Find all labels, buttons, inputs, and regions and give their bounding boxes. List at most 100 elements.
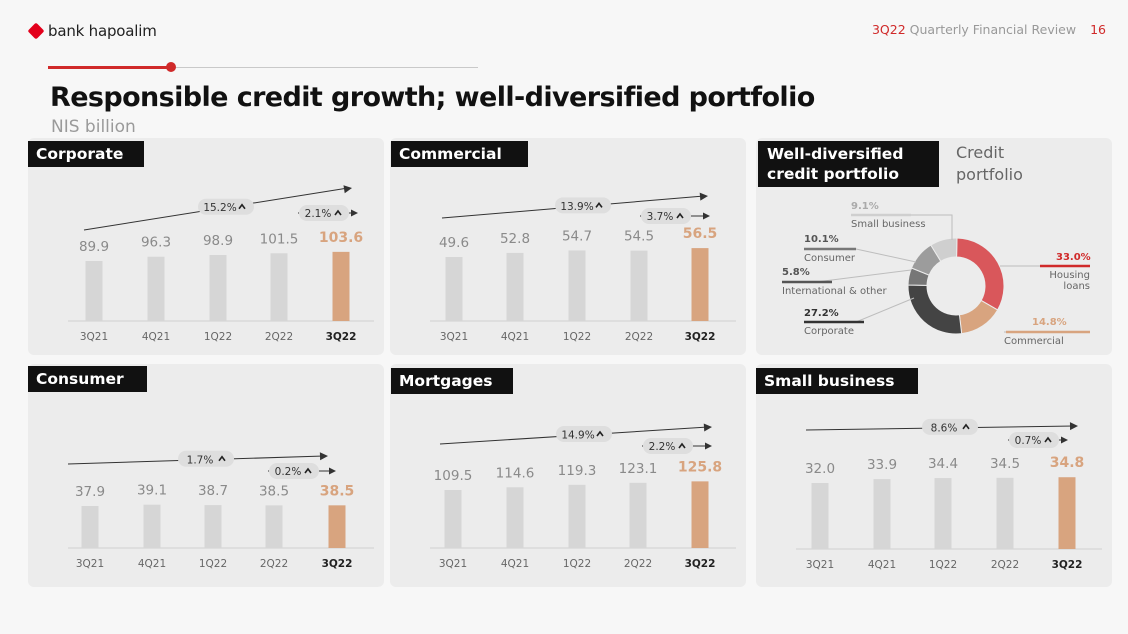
category-label-3Q22: 3Q22 [326,331,357,343]
category-label-2Q22: 2Q22 [624,558,652,570]
category-label-1Q22: 1Q22 [199,558,227,570]
value-label-3Q21: 109.5 [434,468,473,484]
brand-logo: bank hapoalim [27,22,157,40]
long-growth-pill [198,198,254,215]
category-label-4Q21: 4Q21 [138,558,166,570]
value-label-3Q22: 103.6 [319,230,363,246]
donut-slice-housing-loans [956,237,1005,311]
short-growth-pill [269,463,319,479]
short-growth-up-icon [334,209,342,216]
short-growth-pill [641,208,691,224]
value-label-1Q22: 98.9 [203,233,233,249]
category-label-3Q22: 3Q22 [685,331,716,343]
short-growth-arrowhead [351,209,358,217]
value-label-1Q22: 38.7 [198,483,228,499]
consumer-segment-label: Consumer [804,253,855,264]
short-growth-pill [1009,432,1059,448]
donut-slice-small-business [930,237,958,262]
bar-3Q22 [1058,477,1076,549]
page-title: Responsible credit growth; well-diversif… [50,82,815,113]
small-business-pct: 9.1% [851,201,879,212]
bar-1Q22 [209,254,227,321]
long-growth-up-icon [962,423,970,430]
commercial-panel: 49.6 3Q21 52.8 4Q21 54.7 1Q22 54.5 2Q22 56.5 3Q22… [390,138,746,355]
bar-1Q22 [204,505,222,548]
report-quarter: 3Q22 [871,22,906,37]
value-label-3Q22: 125.8 [678,459,722,475]
header-accent-line [48,66,170,69]
category-label-3Q21: 3Q21 [76,558,104,570]
consumer-panel: 37.9 3Q21 39.1 4Q21 38.7 1Q22 38.5 2Q22 38.5 3Q22… [28,364,384,587]
report-header: 3Q22 Quarterly Financial Review 16 [872,22,1106,37]
long-growth-arrowhead [319,452,328,461]
bar-1Q22 [934,478,952,549]
category-label-3Q21: 3Q21 [439,558,467,570]
long-growth-arrowhead [703,423,712,432]
value-label-2Q22: 54.5 [624,229,654,245]
corporate-pct: 27.2% [804,308,839,319]
short-growth-arrowhead [705,442,712,450]
portfolio-donut-chart [782,213,1090,335]
category-label-1Q22: 1Q22 [204,331,232,343]
bar-3Q22 [328,505,346,548]
long-growth-label: 15.2% [203,202,236,214]
category-label-4Q21: 4Q21 [501,558,529,570]
bar-4Q21 [143,504,161,548]
portfolio-panel: Well-diversified credit portfolio Credit… [756,138,1112,355]
value-label-4Q21: 114.6 [496,465,535,481]
header-divider [48,67,478,68]
housing-pct: 33.0% [1056,252,1091,263]
value-label-2Q22: 123.1 [619,461,658,477]
short-growth-label: 2.2% [649,441,676,453]
short-growth-label: 2.1% [305,208,332,220]
mortgages-chart: 109.5 3Q21 114.6 4Q21 119.3 1Q22 123.1 2Q22 125.… [430,423,736,570]
category-label-4Q21: 4Q21 [868,559,896,571]
bar-2Q22 [265,505,283,548]
long-growth-pill [178,450,234,467]
short-growth-up-icon [304,467,312,474]
bar-2Q22 [996,477,1014,549]
short-growth-pill [643,438,693,454]
mortgages-panel: 109.5 3Q21 114.6 4Q21 119.3 1Q22 123.1 2Q22 125.… [390,364,746,587]
category-label-3Q21: 3Q21 [440,331,468,343]
international-pct: 5.8% [782,267,810,278]
long-growth-arrowhead [343,185,352,194]
value-label-1Q22: 54.7 [562,228,592,244]
commercial-chart: 49.6 3Q21 52.8 4Q21 54.7 1Q22 54.5 2Q22 56.5 3Q22… [430,192,736,343]
value-label-3Q22: 38.5 [320,483,355,499]
value-label-3Q21: 37.9 [75,484,105,500]
short-growth-arrowhead [703,212,710,220]
long-growth-up-icon [595,202,603,208]
category-label-3Q21: 3Q21 [806,559,834,571]
commercial-label: Commercial [391,141,528,167]
bar-3Q22 [691,481,709,548]
short-growth-label: 0.7% [1015,435,1042,447]
commercial-pct: 14.8% [1032,317,1067,328]
short-growth-label: 0.2% [275,466,302,478]
long-growth-pill [922,418,978,435]
portfolio-label-text: Well-diversified credit portfolio [767,145,904,183]
page-subtitle: NIS billion [51,117,136,137]
value-label-4Q21: 52.8 [500,231,530,247]
short-growth-arrowhead [1061,436,1068,444]
bar-2Q22 [270,253,288,321]
category-label-3Q22: 3Q22 [685,558,716,570]
long-growth-label: 14.9% [561,430,594,442]
bar-1Q22 [568,250,586,321]
small-business-panel: 32.0 3Q21 33.9 4Q21 34.4 1Q22 34.5 2Q22 34.8 3Q22… [756,364,1112,587]
category-label-1Q22: 1Q22 [563,331,591,343]
bar-3Q21 [81,506,99,548]
corporate-label: Corporate [28,141,144,167]
value-label-2Q22: 34.5 [990,456,1020,472]
bar-3Q21 [444,490,462,548]
small-business-label: Small business [756,368,918,394]
value-label-1Q22: 119.3 [558,463,597,479]
international-segment-label: International & other [782,286,887,297]
short-growth-up-icon [1044,436,1052,443]
bar-2Q22 [630,250,648,321]
bar-3Q21 [85,261,103,321]
report-title: Quarterly Financial Review [909,22,1077,37]
bar-4Q21 [873,479,891,549]
consumer-pct: 10.1% [804,234,839,245]
long-growth-arrowhead [1069,422,1078,431]
